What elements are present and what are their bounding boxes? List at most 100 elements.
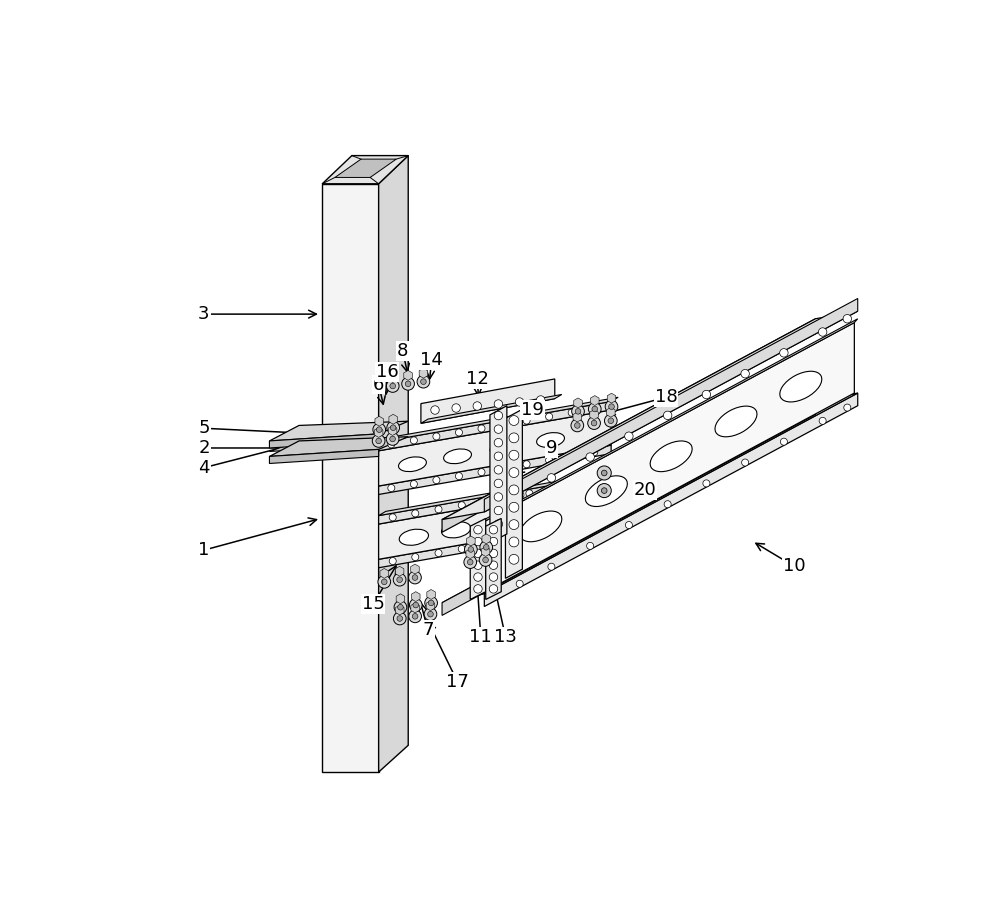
Circle shape <box>526 533 533 541</box>
Circle shape <box>388 441 395 447</box>
Polygon shape <box>379 156 408 772</box>
Circle shape <box>818 328 827 336</box>
Circle shape <box>843 315 852 323</box>
Circle shape <box>479 554 492 566</box>
Text: 11: 11 <box>469 628 492 646</box>
Circle shape <box>465 544 477 555</box>
Circle shape <box>433 477 440 484</box>
Circle shape <box>428 611 433 617</box>
Text: 16: 16 <box>376 363 398 381</box>
Ellipse shape <box>444 449 471 464</box>
Polygon shape <box>379 446 611 494</box>
Circle shape <box>378 576 391 588</box>
Polygon shape <box>481 323 854 594</box>
Text: 5: 5 <box>198 419 210 437</box>
Ellipse shape <box>442 522 471 538</box>
Circle shape <box>509 415 519 425</box>
Circle shape <box>474 537 482 545</box>
Text: 6: 6 <box>373 375 384 393</box>
Ellipse shape <box>539 505 568 521</box>
Circle shape <box>605 400 618 413</box>
Circle shape <box>548 486 555 493</box>
Circle shape <box>431 405 439 414</box>
Circle shape <box>474 573 482 581</box>
Circle shape <box>568 453 575 460</box>
Circle shape <box>410 436 417 444</box>
Polygon shape <box>484 298 858 512</box>
Circle shape <box>509 554 519 565</box>
Circle shape <box>410 480 417 488</box>
Polygon shape <box>421 394 562 424</box>
Text: 18: 18 <box>655 388 677 406</box>
Circle shape <box>393 612 406 625</box>
Circle shape <box>388 485 395 491</box>
Ellipse shape <box>780 371 822 402</box>
Circle shape <box>480 541 493 554</box>
Circle shape <box>571 525 578 533</box>
Circle shape <box>601 488 607 493</box>
Circle shape <box>409 610 421 623</box>
Circle shape <box>398 605 403 610</box>
Circle shape <box>572 405 584 417</box>
Circle shape <box>594 478 601 485</box>
Circle shape <box>394 601 407 614</box>
Text: 2: 2 <box>198 439 210 457</box>
Ellipse shape <box>520 511 562 542</box>
Circle shape <box>489 525 498 534</box>
Circle shape <box>481 498 488 505</box>
Circle shape <box>412 510 419 517</box>
Circle shape <box>592 406 598 412</box>
Circle shape <box>575 423 580 428</box>
Circle shape <box>390 436 395 442</box>
Polygon shape <box>335 159 396 178</box>
Circle shape <box>494 520 503 528</box>
Circle shape <box>478 425 485 432</box>
Polygon shape <box>379 470 618 516</box>
Text: 7: 7 <box>422 620 434 639</box>
Polygon shape <box>269 436 408 451</box>
Circle shape <box>663 411 672 420</box>
Circle shape <box>625 432 633 440</box>
Ellipse shape <box>491 513 520 529</box>
Circle shape <box>587 543 594 549</box>
Polygon shape <box>442 402 815 616</box>
Text: 20: 20 <box>634 481 656 500</box>
Circle shape <box>509 537 519 547</box>
Ellipse shape <box>715 406 757 436</box>
Circle shape <box>494 412 503 420</box>
Circle shape <box>571 482 578 489</box>
Circle shape <box>474 525 482 534</box>
Polygon shape <box>442 393 858 603</box>
Circle shape <box>503 494 510 501</box>
Circle shape <box>386 433 399 446</box>
Circle shape <box>523 461 530 468</box>
Polygon shape <box>486 519 501 599</box>
Circle shape <box>494 425 503 434</box>
Circle shape <box>703 479 710 487</box>
Circle shape <box>588 403 601 415</box>
Circle shape <box>547 474 556 482</box>
Circle shape <box>381 579 387 585</box>
Circle shape <box>571 419 584 432</box>
Circle shape <box>489 537 498 545</box>
Circle shape <box>494 479 503 488</box>
Circle shape <box>780 349 788 357</box>
Circle shape <box>481 542 488 548</box>
Polygon shape <box>490 405 507 544</box>
Circle shape <box>413 602 419 608</box>
Circle shape <box>515 398 524 406</box>
Circle shape <box>546 413 553 420</box>
Circle shape <box>417 375 430 388</box>
Circle shape <box>376 438 381 444</box>
Circle shape <box>702 391 711 399</box>
Polygon shape <box>269 436 408 457</box>
Circle shape <box>452 404 460 413</box>
Circle shape <box>458 501 465 509</box>
Text: 15: 15 <box>362 596 384 613</box>
Ellipse shape <box>650 441 692 471</box>
Circle shape <box>387 422 400 434</box>
Circle shape <box>509 502 519 512</box>
Circle shape <box>604 414 617 427</box>
Circle shape <box>494 438 503 447</box>
Circle shape <box>421 379 426 384</box>
